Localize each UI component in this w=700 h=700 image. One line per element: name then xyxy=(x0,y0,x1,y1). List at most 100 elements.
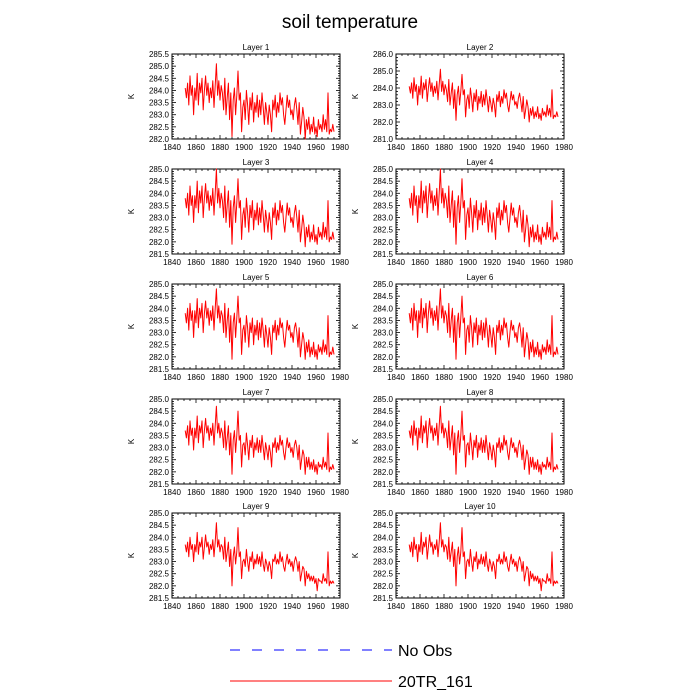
y-tick-label: 284.5 xyxy=(149,407,170,416)
series-line-20tr-161 xyxy=(184,63,335,140)
y-axis-label: K xyxy=(127,552,136,558)
x-tick-label: 1960 xyxy=(531,602,549,611)
x-tick-label: 1880 xyxy=(211,488,229,497)
x-tick-label: 1880 xyxy=(211,258,229,267)
series-line-20tr-161 xyxy=(184,405,335,475)
x-tick-label: 1940 xyxy=(283,258,301,267)
y-tick-label: 284.0 xyxy=(373,304,394,313)
x-tick-label: 1920 xyxy=(259,143,277,152)
panel-layer-1: Layer 1 K 1840 1860 1880 1900 1920 1940 1960 1980… xyxy=(127,43,349,152)
x-tick-label: 1940 xyxy=(507,488,525,497)
y-tick-label: 284.5 xyxy=(149,177,170,186)
y-tick-label: 282.0 xyxy=(149,582,170,591)
y-axis-label: K xyxy=(351,552,360,558)
y-tick-label: 282.5 xyxy=(149,456,170,465)
panel-layer-4: Layer 4 K 1840 1860 1880 1900 1920 1940 1960 1980… xyxy=(351,158,573,267)
x-tick-label: 1920 xyxy=(483,488,501,497)
plot-frame xyxy=(395,53,565,140)
y-axis-label: K xyxy=(127,93,136,99)
panel-layer-5: Layer 5 K 1840 1860 1880 1900 1920 1940 1960 1980… xyxy=(127,273,349,382)
x-tick-label: 1840 xyxy=(163,488,181,497)
x-tick-label: 1960 xyxy=(307,488,325,497)
x-tick-label: 1840 xyxy=(387,373,405,382)
panel-grid: Layer 1 K 1840 1860 1880 1900 1920 1940 1960 1980… xyxy=(127,43,573,611)
series-line-20tr-161 xyxy=(408,68,559,123)
y-tick-label: 283.0 xyxy=(149,329,170,338)
y-tick-label: 282.0 xyxy=(149,353,170,362)
x-tick-label: 1880 xyxy=(435,602,453,611)
y-axis-label: K xyxy=(351,438,360,444)
series-line-20tr-161 xyxy=(408,288,559,360)
panel-title: Layer 1 xyxy=(243,43,270,52)
x-tick-label: 1860 xyxy=(187,373,205,382)
x-tick-label: 1860 xyxy=(411,602,429,611)
y-tick-label: 286.0 xyxy=(373,50,394,59)
x-tick-label: 1980 xyxy=(555,373,573,382)
x-tick-label: 1860 xyxy=(187,143,205,152)
y-tick-label: 282.0 xyxy=(149,135,170,144)
y-tick-label: 282.0 xyxy=(373,238,394,247)
x-tick-label: 1900 xyxy=(459,602,477,611)
y-tick-label: 284.5 xyxy=(373,407,394,416)
y-tick-label: 284.5 xyxy=(149,292,170,301)
y-tick-label: 282.5 xyxy=(149,570,170,579)
x-tick-label: 1860 xyxy=(187,488,205,497)
x-tick-label: 1960 xyxy=(531,258,549,267)
x-tick-label: 1980 xyxy=(555,488,573,497)
y-tick-label: 283.5 xyxy=(373,201,394,210)
x-tick-label: 1860 xyxy=(411,373,429,382)
x-tick-label: 1940 xyxy=(283,602,301,611)
y-tick-label: 281.5 xyxy=(149,365,170,374)
panel-title: Layer 8 xyxy=(467,388,494,397)
x-tick-label: 1980 xyxy=(331,602,349,611)
y-tick-label: 284.0 xyxy=(373,189,394,198)
x-tick-label: 1920 xyxy=(483,373,501,382)
x-tick-label: 1840 xyxy=(387,602,405,611)
x-tick-label: 1920 xyxy=(259,258,277,267)
y-tick-label: 285.0 xyxy=(149,280,170,289)
y-tick-label: 282.5 xyxy=(373,226,394,235)
y-tick-label: 282.0 xyxy=(149,238,170,247)
x-tick-label: 1900 xyxy=(459,143,477,152)
x-tick-label: 1980 xyxy=(555,602,573,611)
x-tick-label: 1960 xyxy=(307,373,325,382)
y-tick-label: 283.0 xyxy=(149,214,170,223)
x-tick-label: 1980 xyxy=(331,373,349,382)
x-tick-label: 1880 xyxy=(435,373,453,382)
x-tick-label: 1980 xyxy=(555,258,573,267)
panel-title: Layer 2 xyxy=(467,43,494,52)
x-tick-label: 1860 xyxy=(187,258,205,267)
x-tick-label: 1960 xyxy=(307,602,325,611)
y-tick-label: 282.5 xyxy=(149,226,170,235)
x-tick-label: 1900 xyxy=(459,258,477,267)
plot-frame xyxy=(171,53,341,140)
y-tick-label: 282.5 xyxy=(149,341,170,350)
x-tick-label: 1960 xyxy=(531,143,549,152)
y-tick-label: 282.0 xyxy=(149,468,170,477)
panel-layer-7: Layer 7 K 1840 1860 1880 1900 1920 1940 1960 1980… xyxy=(127,388,349,497)
x-tick-label: 1840 xyxy=(163,602,181,611)
legend-label-20tr-161: 20TR_161 xyxy=(398,674,473,691)
y-tick-label: 285.0 xyxy=(373,395,394,404)
panel-layer-2: Layer 2 K 1840 1860 1880 1900 1920 1940 1960 1980… xyxy=(351,43,573,152)
series-line-20tr-161 xyxy=(408,168,559,248)
x-tick-label: 1960 xyxy=(307,143,325,152)
y-tick-label: 283.5 xyxy=(373,431,394,440)
x-tick-label: 1940 xyxy=(283,488,301,497)
x-tick-label: 1900 xyxy=(459,488,477,497)
panel-layer-3: Layer 3 K 1840 1860 1880 1900 1920 1940 1960 1980… xyxy=(127,158,349,267)
panel-layer-6: Layer 6 K 1840 1860 1880 1900 1920 1940 1960 1980… xyxy=(351,273,573,382)
x-tick-label: 1900 xyxy=(235,602,253,611)
y-tick-label: 281.0 xyxy=(373,135,394,144)
x-tick-label: 1940 xyxy=(507,602,525,611)
y-tick-label: 285.0 xyxy=(373,509,394,518)
y-axis-label: K xyxy=(351,323,360,329)
panel-title: Layer 7 xyxy=(243,388,270,397)
x-tick-label: 1880 xyxy=(211,373,229,382)
y-tick-label: 283.0 xyxy=(373,101,394,110)
y-tick-label: 284.0 xyxy=(373,533,394,542)
y-tick-label: 284.5 xyxy=(373,292,394,301)
y-tick-label: 283.5 xyxy=(149,545,170,554)
y-tick-label: 284.0 xyxy=(149,189,170,198)
